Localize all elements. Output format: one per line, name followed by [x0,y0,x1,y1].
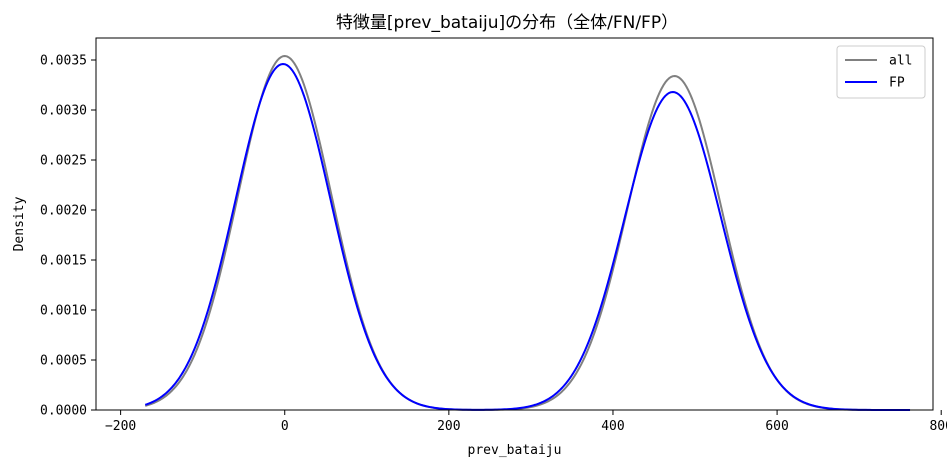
axes-frame [95,37,934,411]
x-axis-label: prev_bataiju [468,443,562,458]
y-tick-label: 0.0035 [40,54,87,69]
plot-area [144,55,911,411]
x-tick-label: −200 [105,419,136,434]
y-tick-label: 0.0015 [40,254,87,269]
chart-title: 特徴量[prev_bataiju]の分布（全体/FN/FP） [336,13,678,33]
y-tick-label: 0.0025 [40,154,87,169]
y-tick-label: 0.0010 [40,304,87,319]
y-axis-label: Density [12,196,27,251]
legend: all FP [836,45,926,99]
legend-label-all: all [889,54,912,69]
legend-label-fp: FP [889,76,905,91]
y-axis: 0.0000 0.0005 0.0010 0.0015 0.0020 0.0025 0.00… [40,54,96,419]
y-tick-label: 0.0000 [40,404,87,419]
y-tick-label: 0.0030 [40,104,87,119]
x-tick-label: 600 [765,419,788,434]
x-tick-label: 400 [601,419,624,434]
x-tick-label: 0 [281,419,289,434]
x-axis: −200 0 200 400 600 800 [105,410,947,434]
y-tick-label: 0.0005 [40,354,87,369]
series-line-fp [144,63,911,411]
y-tick-label: 0.0020 [40,204,87,219]
x-tick-label: 200 [437,419,460,434]
series-line-all [144,55,911,411]
x-tick-label: 800 [929,419,947,434]
